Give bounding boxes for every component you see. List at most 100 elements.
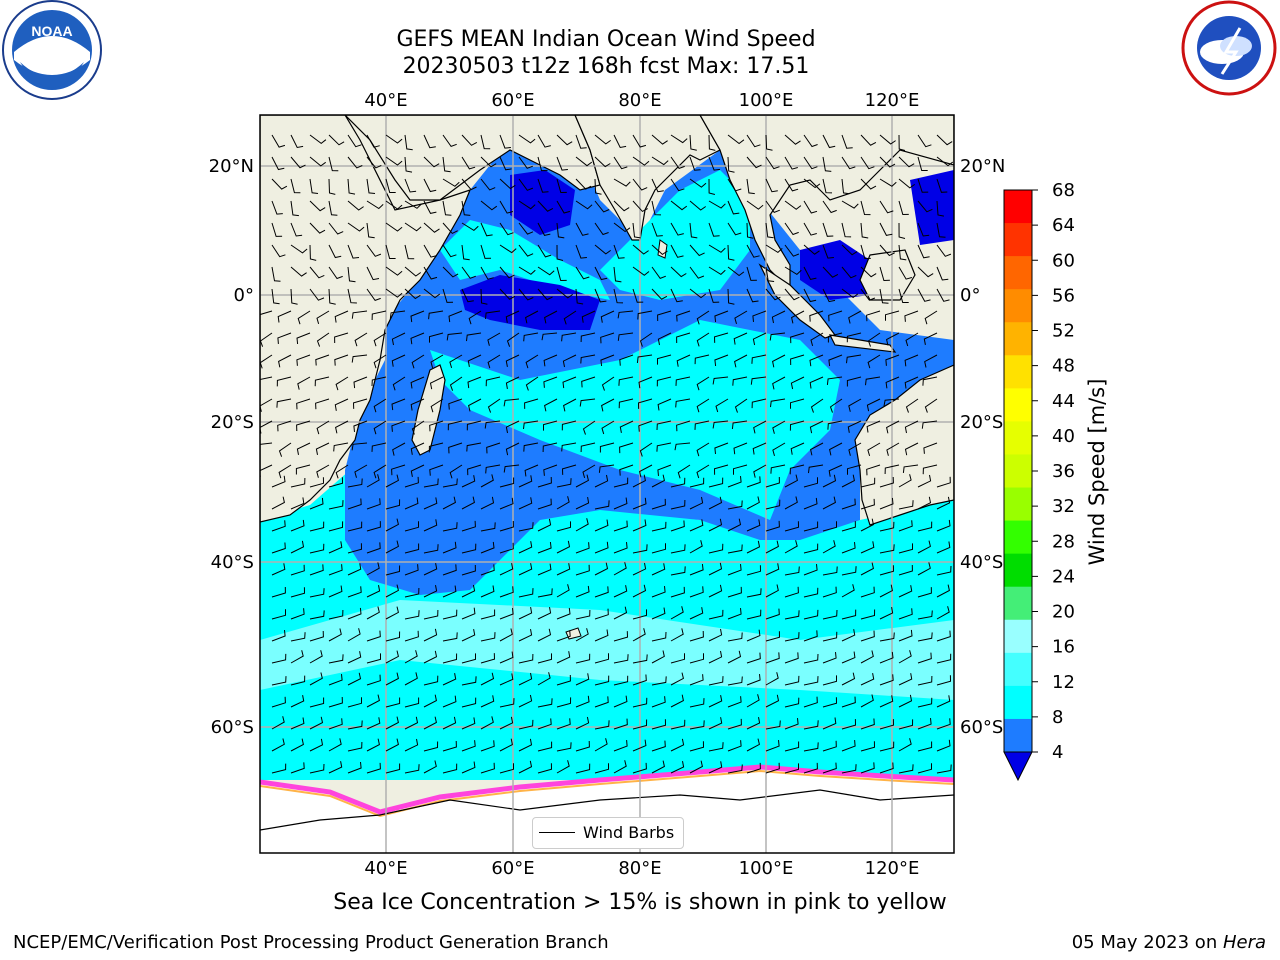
wind-barb xyxy=(328,541,343,554)
wind-barb xyxy=(442,763,458,774)
wind-barb xyxy=(765,222,774,239)
wind-barb xyxy=(746,476,761,488)
wind-barb xyxy=(689,519,704,532)
wind-barb xyxy=(385,697,401,708)
wind-barb xyxy=(328,200,338,216)
wind-barb xyxy=(316,332,330,347)
wind-barb xyxy=(290,244,308,254)
wind-barb xyxy=(461,222,479,232)
wind-barb xyxy=(347,266,356,283)
wind-barb xyxy=(746,717,761,730)
wind-barb xyxy=(923,442,938,454)
wind-barb xyxy=(594,738,608,752)
wind-barb xyxy=(803,156,818,170)
wind-barb xyxy=(708,650,723,664)
wind-barb xyxy=(841,288,859,299)
wind-barb xyxy=(366,521,381,532)
wind-barb xyxy=(429,332,444,343)
java-land xyxy=(828,334,897,353)
wind-barb xyxy=(746,674,761,686)
wind-barb xyxy=(347,761,362,774)
wind-barb xyxy=(334,354,349,366)
wind-barb xyxy=(537,741,553,752)
colorbar-label: Wind Speed [m/s] xyxy=(1085,379,1109,566)
wind-barb xyxy=(689,674,704,686)
wind-barb xyxy=(822,652,837,664)
wind-barb xyxy=(499,288,516,300)
wind-barb xyxy=(385,178,396,193)
wind-barb xyxy=(309,564,324,576)
lat-tick-left: 60°S xyxy=(211,717,254,738)
wind-barb xyxy=(366,630,381,642)
wind-barb xyxy=(841,156,856,170)
wind-barb xyxy=(594,562,609,576)
wind-barb xyxy=(537,653,552,664)
wind-barb xyxy=(803,178,821,189)
wind-barb xyxy=(822,222,834,237)
wind-barb xyxy=(734,354,748,368)
wind-barb xyxy=(328,609,344,620)
wind-barb xyxy=(632,288,644,303)
wind-barb xyxy=(784,244,800,257)
wind-barb xyxy=(499,716,514,730)
colorbar-segment xyxy=(1004,190,1032,224)
wind-barb xyxy=(708,477,724,488)
wind-barb xyxy=(575,288,584,305)
wind-barb xyxy=(480,564,495,576)
wind-barb xyxy=(727,134,745,145)
wind-barb xyxy=(271,200,283,215)
wind-barbs-layer xyxy=(260,134,954,774)
wind-barb xyxy=(917,200,933,213)
wind-barb xyxy=(632,562,647,576)
wind-barb xyxy=(676,332,691,344)
wind-barb xyxy=(309,650,323,664)
wind-barb xyxy=(696,398,710,413)
wind-barb xyxy=(518,266,536,275)
wind-barb xyxy=(765,584,779,598)
wind-barb xyxy=(290,587,306,598)
wind-barb xyxy=(917,675,933,686)
wind-barb xyxy=(575,266,590,280)
wind-barb xyxy=(689,200,706,211)
wind-barb xyxy=(537,288,553,301)
wind-barb xyxy=(442,653,458,664)
wind-barb xyxy=(746,565,762,576)
wind-barb xyxy=(385,266,403,276)
wind-barb xyxy=(271,156,285,171)
wind-barb xyxy=(575,222,589,236)
wind-barb xyxy=(670,544,686,554)
wind-barb xyxy=(613,222,631,233)
wind-barb xyxy=(822,244,834,259)
wind-barb xyxy=(905,398,919,413)
wind-barb xyxy=(636,354,653,364)
wind-barb xyxy=(689,134,697,151)
wind-barb xyxy=(898,650,912,664)
wind-barb xyxy=(442,564,457,576)
wind-barb xyxy=(442,178,460,187)
wind-barb xyxy=(309,672,323,686)
wind-barb xyxy=(366,474,380,488)
colorbar-tick-label: 68 xyxy=(1052,180,1075,201)
wind-barb xyxy=(613,520,628,532)
colorbar-segment xyxy=(1004,256,1032,290)
wind-barb xyxy=(637,310,653,320)
wind-barb xyxy=(902,464,919,473)
wind-barb xyxy=(670,499,686,510)
wind-barb xyxy=(461,564,476,576)
wind-barb xyxy=(366,288,381,301)
wind-barb xyxy=(366,222,375,239)
wind-barb xyxy=(670,694,684,708)
wind-barb xyxy=(404,764,420,774)
wind-barb xyxy=(429,464,444,476)
wind-barb xyxy=(543,420,558,431)
wind-barb xyxy=(689,178,707,188)
wind-barb xyxy=(601,398,615,412)
wind-barb xyxy=(746,156,762,169)
wind-barb xyxy=(442,695,457,708)
wind-barb xyxy=(518,497,533,510)
colorbar-segment xyxy=(1004,289,1032,323)
wind-barb xyxy=(351,442,368,451)
lat-tick-right: 0° xyxy=(960,285,980,306)
wind-barb xyxy=(543,354,558,367)
wind-barb xyxy=(271,134,286,148)
